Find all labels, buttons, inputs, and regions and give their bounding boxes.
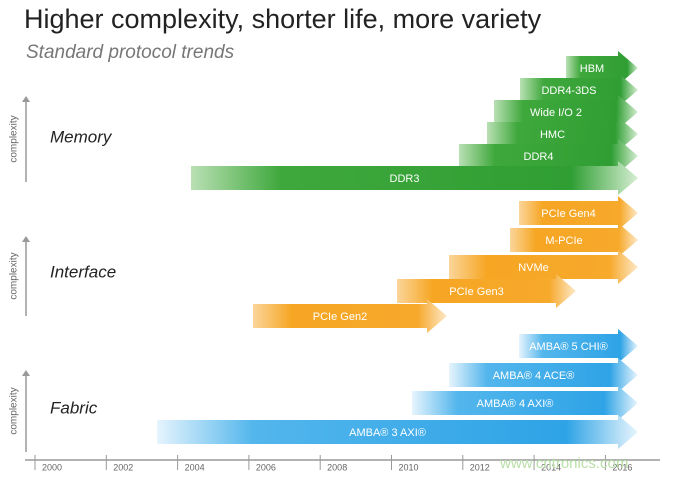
axis-arrowhead <box>22 370 30 376</box>
axis-label: complexity <box>9 115 20 162</box>
protocol-arrow <box>520 73 638 107</box>
protocol-arrow <box>157 415 638 449</box>
group-label: Interface <box>50 262 116 281</box>
axis-label: complexity <box>9 252 20 299</box>
watermark: www.cntronics.com <box>499 455 628 472</box>
axis-arrowhead <box>22 96 30 102</box>
protocol-arrow <box>494 95 638 129</box>
arrow-label: PCIe Gen4 <box>541 208 595 220</box>
year-label: 2006 <box>256 462 276 472</box>
year-label: 2004 <box>185 462 205 472</box>
protocol-arrow <box>449 250 638 284</box>
arrow-label: HMC <box>540 129 565 141</box>
year-label: 2002 <box>113 462 133 472</box>
arrow-label: HBM <box>580 63 604 75</box>
protocol-arrow <box>459 139 638 173</box>
year-label: 2000 <box>42 462 62 472</box>
group-label: Fabric <box>50 398 98 417</box>
title: Higher complexity, shorter life, more va… <box>24 4 542 34</box>
protocol-arrow <box>519 329 638 363</box>
arrow-label: AMBA® 4 ACE® <box>493 370 575 382</box>
arrow-label: DDR3 <box>390 173 420 185</box>
protocol-arrow <box>253 299 447 333</box>
protocol-arrow <box>191 161 638 195</box>
arrow-label: DDR4 <box>524 151 554 163</box>
protocol-arrow <box>397 274 576 308</box>
year-label: 2012 <box>470 462 490 472</box>
arrow-label: PCIe Gen2 <box>313 311 367 323</box>
year-label: 2010 <box>398 462 418 472</box>
year-label: 2014 <box>541 462 561 472</box>
arrow-label: AMBA® 5 CHI® <box>529 341 608 353</box>
axis-arrowhead <box>22 236 30 242</box>
arrow-label: AMBA® 4 AXI® <box>477 398 554 410</box>
year-label: 2016 <box>612 462 632 472</box>
protocol-arrow <box>487 117 638 151</box>
arrow-label: PCIe Gen3 <box>449 286 503 298</box>
subtitle: Standard protocol trends <box>26 42 235 63</box>
arrow-label: M-PCIe <box>545 235 582 247</box>
arrow-label: DDR4-3DS <box>541 85 596 97</box>
diagram: Memory complexity HBM DDR4-3DS Wide I/O 2 HMC… <box>9 51 638 472</box>
protocol-arrow <box>510 223 638 257</box>
axis-label: complexity <box>9 387 20 434</box>
year-label: 2008 <box>327 462 347 472</box>
arrow-label: NVMe <box>518 262 549 274</box>
protocol-arrow <box>449 358 638 392</box>
group-label: Memory <box>50 127 113 146</box>
arrow-label: Wide I/O 2 <box>530 107 582 119</box>
protocol-arrow <box>519 196 638 230</box>
protocol-arrow <box>412 386 638 420</box>
arrow-label: AMBA® 3 AXI® <box>349 427 426 439</box>
